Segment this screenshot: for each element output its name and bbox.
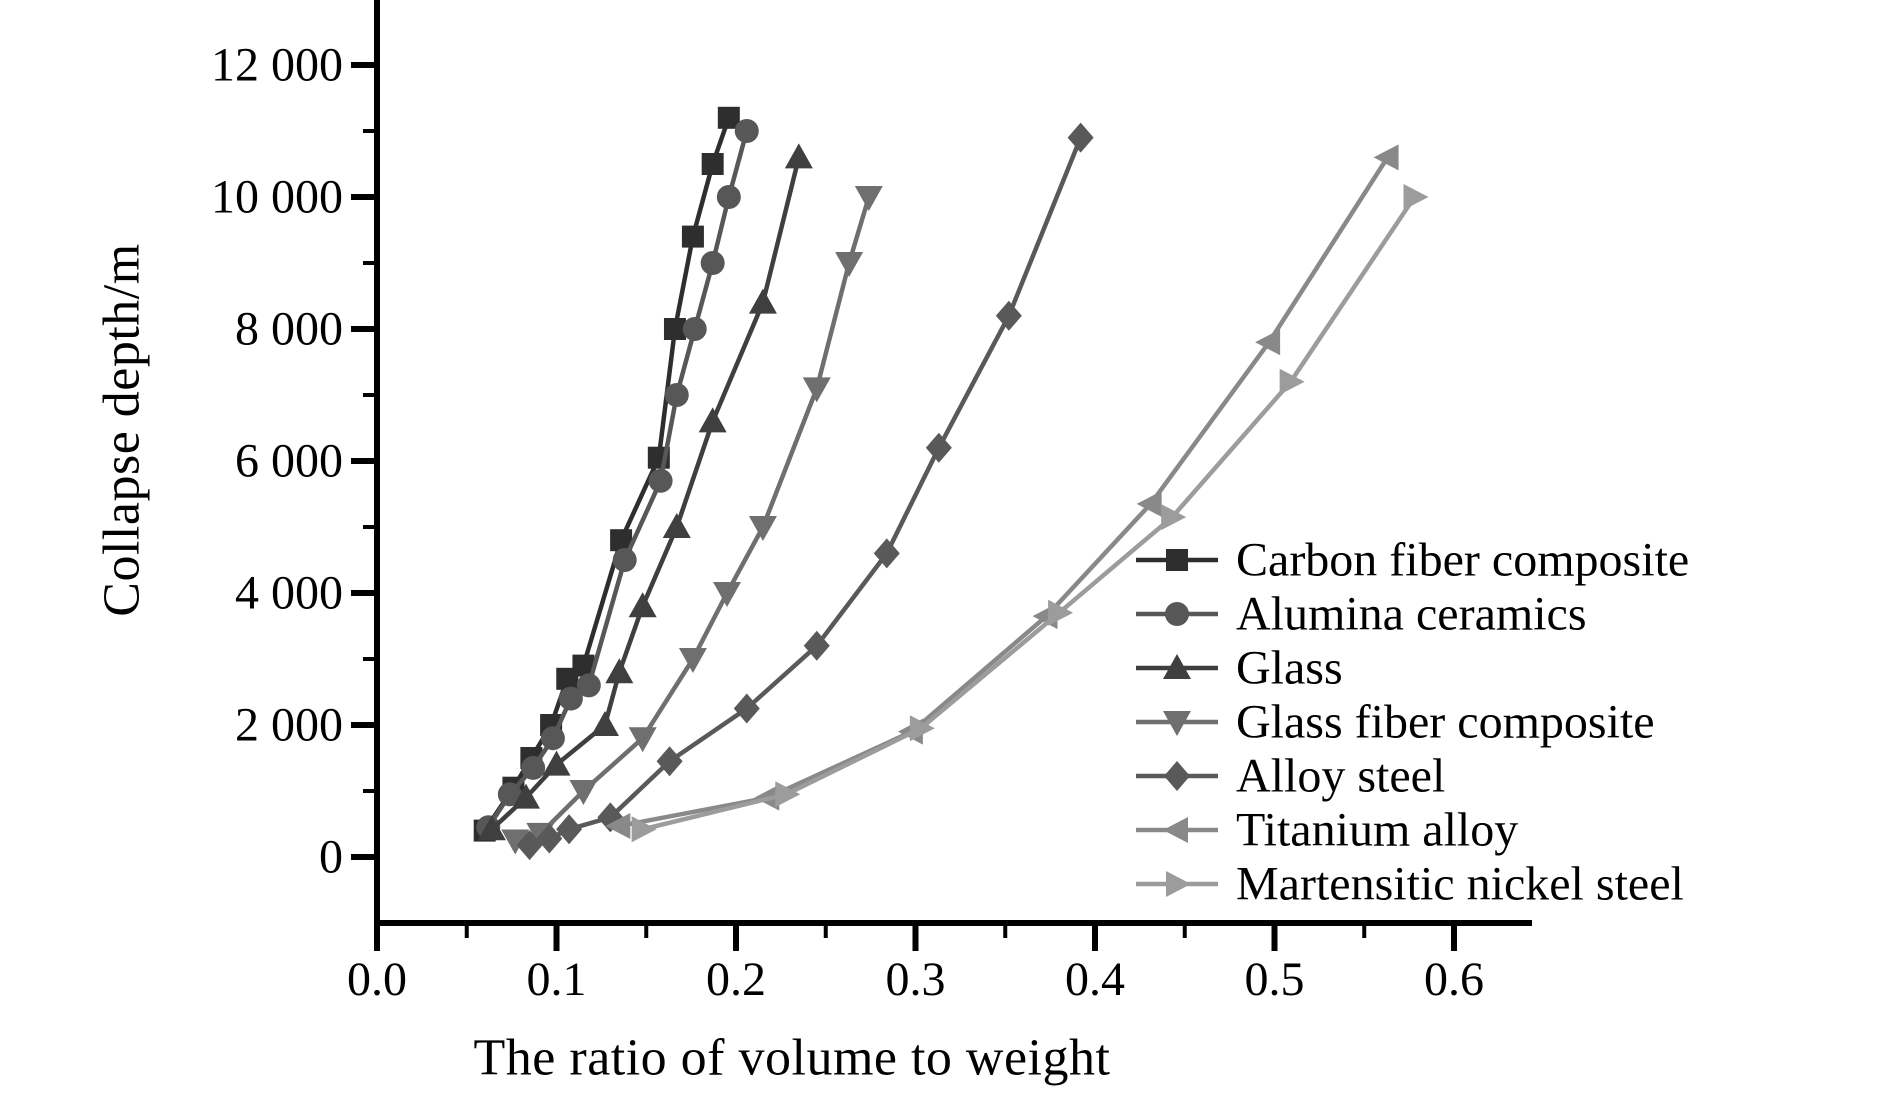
series-marker-martensitic-nickel-steel xyxy=(1279,368,1305,395)
series-marker-alumina-ceramics xyxy=(716,185,741,209)
series-line-alloy-steel xyxy=(528,136,1083,848)
series-marker-glass-fiber-composite xyxy=(748,516,777,541)
series-marker-alumina-ceramics xyxy=(576,673,601,698)
series-marker-alumina-ceramics xyxy=(734,119,759,143)
series-marker-alumina-ceramics xyxy=(648,468,673,493)
legend-marker-circle-icon xyxy=(1165,602,1189,626)
legend-item-label: Glass fiber composite xyxy=(1236,696,1655,749)
x-tick-label: 0.5 xyxy=(1245,953,1305,1006)
series-line-glass xyxy=(490,156,802,831)
series-marker-alloy-steel xyxy=(995,300,1022,331)
legend-marker-triangle-right-icon xyxy=(1166,871,1191,897)
x-tick-label: 0.2 xyxy=(706,953,766,1006)
series-marker-titanium-alloy xyxy=(1136,490,1162,517)
series-marker-glass-fiber-composite xyxy=(713,582,742,607)
legend-marker-diamond-icon xyxy=(1164,761,1190,791)
series-marker-alloy-steel xyxy=(873,538,900,569)
series-marker-glass-fiber-composite xyxy=(854,186,883,211)
y-tick-label: 12 000 xyxy=(211,39,343,92)
legend-item-label: Carbon fiber composite xyxy=(1236,534,1689,587)
series-marker-martensitic-nickel-steel xyxy=(1048,599,1074,626)
series-marker-glass xyxy=(784,143,813,169)
x-tick-label: 0.1 xyxy=(527,953,587,1006)
series-marker-glass xyxy=(628,592,657,618)
series-marker-alumina-ceramics xyxy=(521,755,546,780)
series-marker-glass xyxy=(662,513,691,538)
legend-marker-triangle-down-icon xyxy=(1163,711,1191,736)
series-marker-titanium-alloy xyxy=(605,812,631,839)
legend-item-label: Alumina ceramics xyxy=(1236,588,1587,641)
series-marker-alumina-ceramics xyxy=(612,548,637,572)
series-marker-martensitic-nickel-steel xyxy=(775,781,801,808)
legend-marker-square-icon xyxy=(1166,549,1188,571)
series-marker-alumina-ceramics xyxy=(497,782,522,807)
series-marker-carbon-fiber-composite xyxy=(663,318,686,340)
series-marker-carbon-fiber-composite xyxy=(701,153,724,175)
y-tick-label: 6 000 xyxy=(235,435,343,488)
series-marker-carbon-fiber-composite xyxy=(572,654,595,677)
series-line-glass-fiber-composite xyxy=(514,196,871,843)
y-tick-label: 0 xyxy=(319,831,343,884)
series-marker-alloy-steel xyxy=(656,746,683,777)
y-axis-title: Collapse depth/m xyxy=(93,243,151,617)
series-marker-glass xyxy=(511,783,540,809)
series-marker-glass xyxy=(605,658,634,684)
series-marker-martensitic-nickel-steel xyxy=(631,816,657,843)
y-tick-label: 2 000 xyxy=(235,699,343,752)
y-tick-label: 10 000 xyxy=(211,171,343,224)
series-marker-glass xyxy=(590,711,619,736)
series-marker-glass-fiber-composite xyxy=(678,648,707,673)
series-marker-glass xyxy=(542,750,571,776)
series-marker-alloy-steel xyxy=(1067,122,1094,153)
x-tick-label: 0.6 xyxy=(1424,953,1484,1006)
series-marker-alumina-ceramics xyxy=(540,726,565,751)
x-tick-label: 0.3 xyxy=(886,953,946,1006)
series-marker-alloy-steel xyxy=(516,830,543,861)
series-marker-martensitic-nickel-steel xyxy=(1403,184,1429,210)
series-marker-alloy-steel xyxy=(803,630,830,661)
series-marker-carbon-fiber-composite xyxy=(717,106,740,129)
series-marker-glass xyxy=(477,815,506,841)
y-tick-label: 8 000 xyxy=(235,303,343,356)
series-marker-glass-fiber-composite xyxy=(628,727,657,753)
y-tick-label: 4 000 xyxy=(235,567,343,620)
legend-item-label: Martensitic nickel steel xyxy=(1236,858,1684,911)
series-marker-glass-fiber-composite xyxy=(569,780,598,805)
series-marker-alloy-steel xyxy=(925,432,952,463)
series-marker-glass xyxy=(748,288,777,314)
series-marker-glass xyxy=(698,407,727,433)
x-tick-label: 0.0 xyxy=(347,953,407,1006)
series-marker-alloy-steel xyxy=(556,814,583,845)
series-marker-alumina-ceramics xyxy=(682,317,707,341)
series-marker-alloy-steel xyxy=(733,693,760,724)
series-marker-glass-fiber-composite xyxy=(802,377,831,403)
series-marker-alloy-steel xyxy=(536,823,563,854)
series-marker-titanium-alloy xyxy=(1255,329,1281,356)
series-marker-carbon-fiber-composite xyxy=(681,225,704,248)
series-marker-martensitic-nickel-steel xyxy=(909,715,935,742)
series-marker-glass-fiber-composite xyxy=(835,252,864,277)
series-marker-glass-fiber-composite xyxy=(501,829,530,855)
legend-item-label: Alloy steel xyxy=(1236,750,1445,803)
series-marker-alumina-ceramics xyxy=(558,686,583,711)
legend-marker-triangle-left-icon xyxy=(1163,817,1188,843)
series-line-alumina-ceramics xyxy=(486,130,749,829)
legend-item-label: Titanium alloy xyxy=(1236,804,1518,857)
series-marker-carbon-fiber-composite xyxy=(610,529,633,552)
x-tick-label: 0.4 xyxy=(1065,953,1125,1006)
legend-marker-triangle-up-icon xyxy=(1163,654,1191,679)
legend-item-label: Glass xyxy=(1236,642,1343,695)
series-marker-martensitic-nickel-steel xyxy=(1161,504,1187,531)
series-marker-titanium-alloy xyxy=(1373,144,1399,171)
x-axis-title: The ratio of volume to weight xyxy=(473,1029,1111,1087)
series-marker-alumina-ceramics xyxy=(664,383,689,407)
series-marker-alumina-ceramics xyxy=(700,251,725,275)
